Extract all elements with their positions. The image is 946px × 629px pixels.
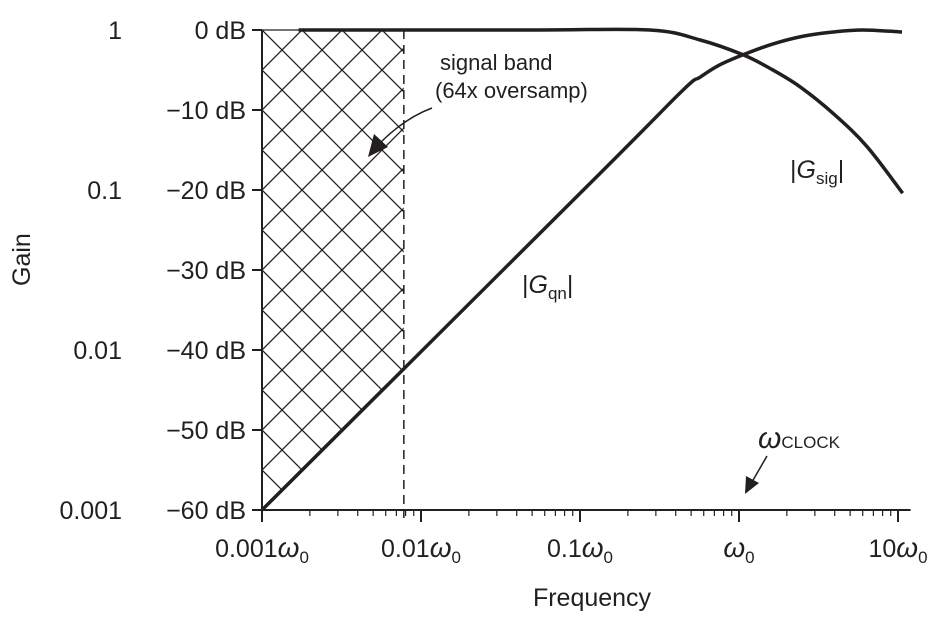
x-axis-label: Frequency	[533, 584, 652, 612]
gqn-label: |Gqn|	[522, 271, 573, 303]
signal-band-arrow	[368, 107, 433, 157]
x-tick-label: 0.01ω0	[381, 532, 461, 567]
y-tick-label-db: −20 dB	[166, 177, 246, 205]
series-gqn-line	[260, 28, 903, 512]
y-axis-label: Gain	[8, 233, 36, 286]
signal-band-sublabel: (64x oversamp)	[435, 78, 588, 103]
y-tick-label-db: −10 dB	[166, 97, 246, 125]
signal-band-label: signal band	[440, 50, 553, 75]
gsig-main: G	[797, 156, 816, 184]
clock-label: ωCLOCK	[758, 422, 841, 455]
y-tick-label-db: 0 dB	[195, 17, 246, 45]
gqn-sub: qn	[548, 284, 567, 303]
gqn-label-text: |Gqn|	[522, 271, 573, 303]
x-tick-label: 0.1ω0	[547, 532, 613, 567]
gsig-sub: sig	[816, 169, 838, 188]
y-tick-label-db: −50 dB	[166, 417, 246, 445]
series-gsig-line	[298, 27, 905, 195]
y-tick-label-linear: 0.1	[87, 177, 122, 205]
clock-arrow	[745, 455, 768, 494]
y-tick-label-db: −40 dB	[166, 337, 246, 365]
gsig-label-text: |Gsig|	[790, 156, 844, 188]
y-tick-label-linear: 0.001	[59, 497, 122, 525]
x-tick-label: 0.001ω0	[215, 532, 309, 567]
y-tick-label-linear: 0.01	[73, 337, 122, 365]
x-tick-label: ω0	[723, 532, 754, 567]
gsig-label: |Gsig|	[790, 156, 844, 188]
y-tick-label-db: −30 dB	[166, 257, 246, 285]
y-tick-label-linear: 1	[108, 17, 122, 45]
x-tick-label: 10ω0	[868, 532, 927, 567]
gqn-main: G	[529, 271, 548, 299]
y-tick-label-db: −60 dB	[166, 497, 246, 525]
